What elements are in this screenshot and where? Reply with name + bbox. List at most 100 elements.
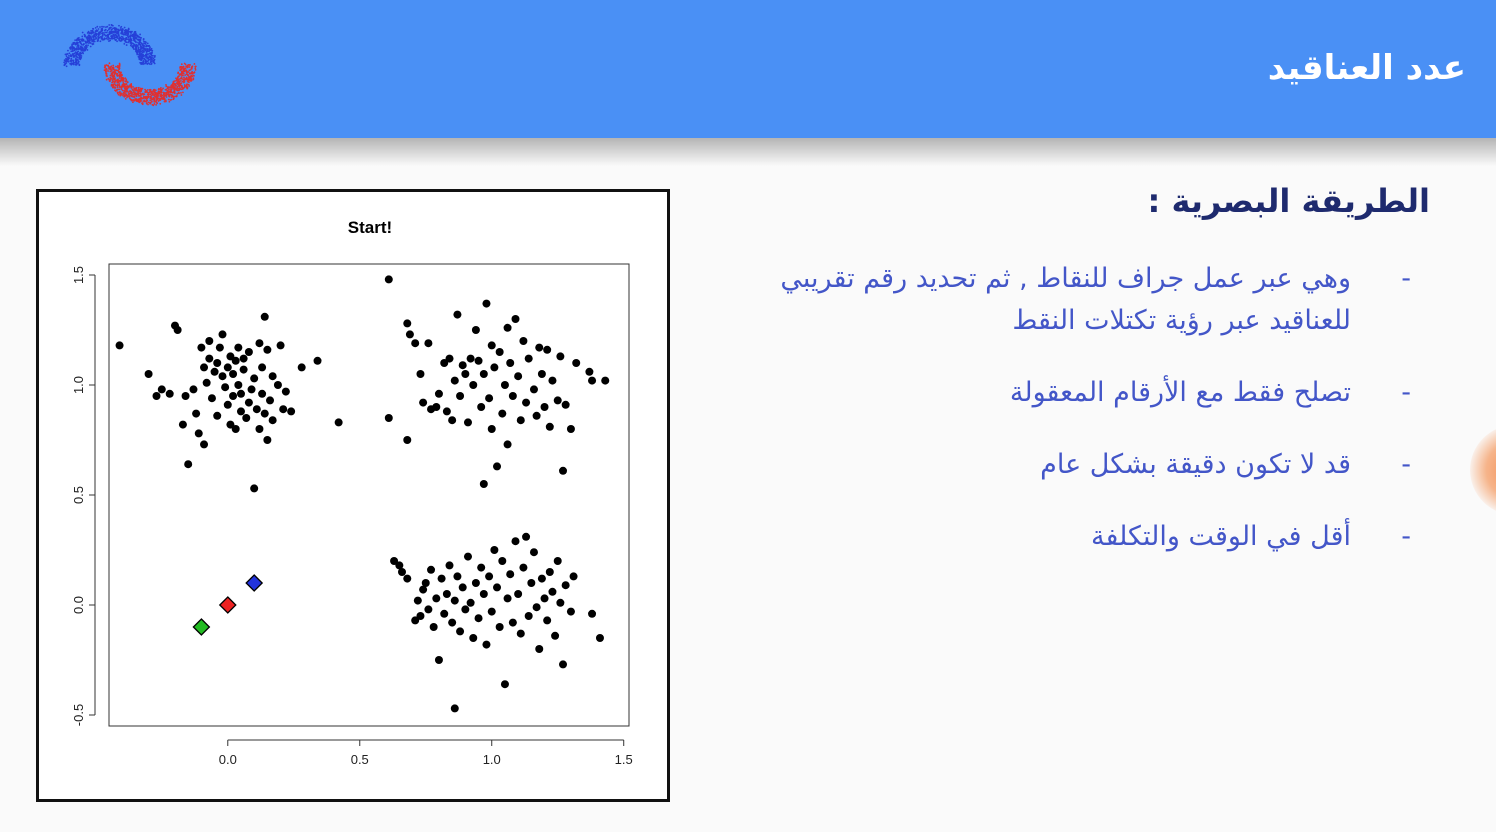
data-point — [432, 403, 441, 411]
data-point — [236, 389, 245, 398]
x-tick-label: 0.5 — [351, 752, 369, 767]
bullet-marker: - — [1401, 449, 1411, 480]
bullet-item: - قد لا تكون دقيقة بشكل عام — [751, 444, 1411, 486]
data-point — [469, 381, 478, 389]
data-point — [202, 378, 211, 387]
data-point — [189, 385, 198, 394]
data-point — [260, 312, 269, 321]
data-point — [434, 389, 443, 398]
data-point — [450, 596, 459, 605]
data-point — [397, 568, 406, 576]
data-point — [178, 420, 187, 429]
data-point — [466, 598, 475, 607]
data-point — [522, 532, 531, 541]
data-point — [234, 381, 243, 389]
data-point — [450, 376, 459, 385]
data-point — [263, 436, 272, 444]
data-point — [223, 400, 232, 409]
data-point — [595, 634, 604, 642]
data-point — [543, 616, 552, 625]
data-point — [416, 370, 425, 378]
data-point — [508, 618, 517, 627]
data-point — [524, 612, 533, 620]
x-tick-label: 1.5 — [615, 752, 633, 767]
data-point — [479, 590, 488, 598]
data-point — [427, 565, 436, 574]
data-point — [260, 409, 269, 418]
data-point — [440, 359, 449, 367]
data-point — [548, 587, 557, 596]
data-point — [448, 416, 457, 425]
bullet-marker: - — [1401, 521, 1411, 552]
data-point — [519, 337, 528, 345]
bullet-marker: - — [1401, 377, 1411, 408]
data-point — [474, 614, 483, 623]
data-point — [503, 594, 512, 603]
data-point — [157, 385, 166, 394]
data-point — [471, 326, 480, 334]
data-point — [561, 581, 570, 590]
data-point — [207, 394, 216, 403]
x-tick-label: 0.0 — [219, 752, 237, 767]
data-point — [463, 552, 472, 561]
data-point — [218, 372, 227, 381]
data-point — [461, 605, 470, 614]
data-point — [588, 609, 597, 618]
data-point — [276, 341, 285, 350]
chart-axes: 0.0 0.5 1.0 1.5 -0.5 0.0 0.5 1.0 1.5 — [71, 263, 633, 767]
data-point — [231, 356, 240, 365]
data-point — [205, 337, 214, 345]
centroid-marker — [192, 618, 211, 636]
data-point — [239, 354, 248, 363]
data-point — [477, 563, 486, 572]
data-point — [566, 607, 575, 616]
data-point — [250, 484, 259, 493]
data-point — [268, 372, 277, 381]
data-point — [205, 354, 214, 363]
data-point — [281, 387, 290, 396]
plot-box — [108, 263, 630, 727]
data-point — [514, 372, 523, 381]
data-point — [456, 392, 465, 400]
data-point — [411, 339, 420, 348]
data-point — [192, 409, 201, 418]
data-point — [537, 370, 546, 378]
data-point — [405, 330, 414, 339]
y-tick-label: 0.0 — [71, 596, 86, 614]
data-point — [524, 354, 533, 363]
data-point — [485, 572, 494, 581]
data-point — [313, 356, 322, 365]
data-point — [500, 381, 509, 389]
data-point — [223, 363, 232, 372]
data-point — [445, 561, 454, 570]
data-point — [482, 299, 491, 308]
data-point — [244, 348, 253, 356]
data-point — [273, 381, 282, 389]
data-point — [559, 466, 568, 475]
data-point — [556, 598, 565, 607]
data-point — [419, 585, 428, 594]
data-point — [184, 460, 193, 469]
data-point — [506, 570, 515, 579]
data-point — [197, 343, 206, 352]
data-point — [556, 352, 565, 361]
clusters-logo-icon — [63, 24, 197, 107]
data-point — [463, 418, 472, 427]
data-point — [540, 403, 549, 411]
data-point — [445, 354, 454, 363]
data-point — [471, 579, 480, 587]
data-point — [390, 557, 399, 565]
data-point — [466, 354, 475, 363]
data-point — [493, 583, 502, 592]
data-point — [411, 616, 420, 625]
data-point — [255, 425, 264, 433]
data-point — [395, 561, 404, 570]
data-point — [551, 631, 560, 640]
data-point — [434, 656, 443, 664]
data-point — [553, 557, 562, 565]
data-point — [516, 416, 525, 425]
data-point — [569, 572, 578, 581]
data-point — [268, 416, 277, 425]
data-point — [226, 420, 235, 429]
data-point — [529, 548, 538, 557]
